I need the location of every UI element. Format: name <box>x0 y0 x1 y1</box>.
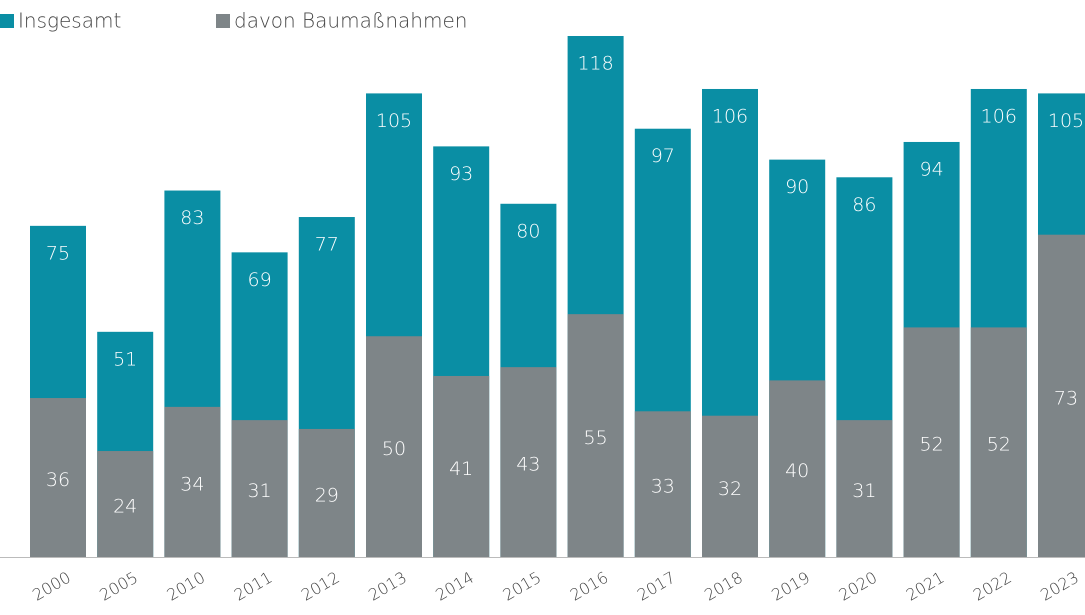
value-label: 105 <box>1048 110 1084 132</box>
x-tick-label: 2013 <box>365 568 410 605</box>
value-label: 69 <box>248 269 272 291</box>
x-tick-label: 2010 <box>164 568 209 605</box>
bar <box>836 420 893 557</box>
value-label: 32 <box>718 478 742 500</box>
bar <box>903 327 960 557</box>
value-label: 50 <box>382 438 406 460</box>
value-label: 94 <box>920 158 944 180</box>
bar <box>433 375 490 557</box>
legend-label: Insgesamt <box>18 9 121 33</box>
bar <box>970 327 1027 557</box>
value-label: 51 <box>113 348 137 370</box>
x-tick-label: 2015 <box>500 568 545 605</box>
bar <box>634 411 691 557</box>
bar <box>366 336 422 557</box>
bar <box>164 406 221 557</box>
value-label: 29 <box>315 484 339 506</box>
value-label: 31 <box>852 480 876 502</box>
value-label: 33 <box>651 476 675 498</box>
bar <box>231 420 288 557</box>
legend-swatch <box>216 14 230 28</box>
x-tick-label: 2012 <box>298 568 343 605</box>
bar <box>769 380 826 557</box>
x-tick-label: 2020 <box>836 568 881 605</box>
value-label: 52 <box>920 434 944 456</box>
x-tick-label: 2016 <box>567 568 612 605</box>
x-tick-label: 2018 <box>701 568 746 605</box>
value-label: 55 <box>584 427 608 449</box>
bar <box>97 451 154 557</box>
value-label: 106 <box>712 105 748 127</box>
x-tick-label: 2021 <box>903 568 948 605</box>
value-label: 90 <box>785 176 809 198</box>
x-tick-label: 2023 <box>1037 568 1082 605</box>
value-label: 86 <box>852 194 876 216</box>
value-label: 106 <box>981 105 1017 127</box>
legend-swatch <box>0 14 14 28</box>
bar <box>1038 234 1085 557</box>
x-tick-label: 2014 <box>432 568 477 605</box>
value-label: 31 <box>248 480 272 502</box>
bar <box>298 428 355 557</box>
x-tick-label: 2011 <box>231 568 276 605</box>
x-tick-label: 2017 <box>634 568 679 605</box>
bar <box>30 398 86 557</box>
value-label: 34 <box>180 473 204 495</box>
x-tick-label: 2019 <box>768 568 813 605</box>
value-label: 93 <box>449 163 473 185</box>
bar <box>567 314 624 557</box>
value-label: 40 <box>785 460 809 482</box>
bar <box>500 367 557 557</box>
value-label: 24 <box>113 496 137 518</box>
value-label: 118 <box>577 53 613 75</box>
value-label: 77 <box>315 234 339 256</box>
bar <box>702 415 758 557</box>
value-label: 41 <box>449 458 473 480</box>
value-label: 80 <box>516 220 540 242</box>
value-label: 36 <box>46 469 70 491</box>
value-label: 105 <box>376 110 412 132</box>
legend-label: davon Baumaßnahmen <box>234 9 467 33</box>
value-label: 75 <box>46 242 70 264</box>
value-label: 43 <box>516 454 540 476</box>
x-tick-label: 2005 <box>96 568 141 605</box>
value-label: 73 <box>1054 387 1078 409</box>
value-label: 83 <box>180 207 204 229</box>
x-tick-label: 2022 <box>970 568 1015 605</box>
value-label: 52 <box>987 434 1011 456</box>
value-label: 97 <box>651 145 675 167</box>
x-tick-label: 2000 <box>29 568 74 605</box>
